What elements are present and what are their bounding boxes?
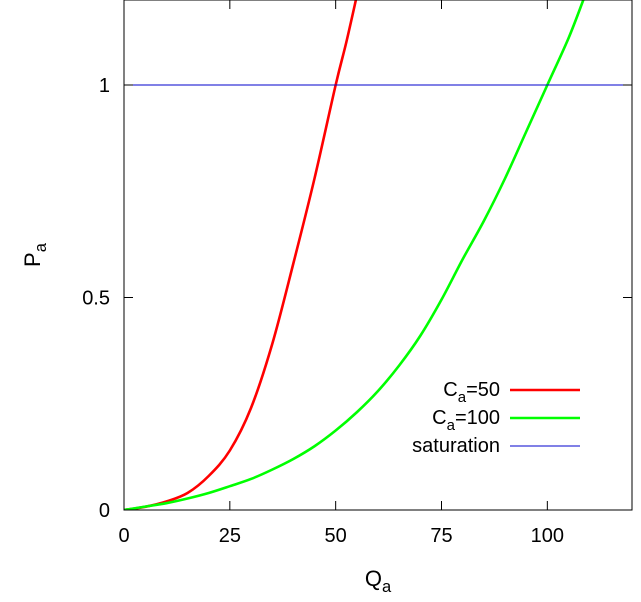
legend-label-0-sub: a [458,389,467,406]
plot-frame [123,0,633,511]
x-axis-label-main: Q [365,566,382,591]
legend-label-1-suffix: =100 [455,407,500,429]
series-layer [124,0,632,510]
legend-label-2: saturation [412,435,500,457]
legend-label-0-main: C [443,379,457,401]
x-tick-label-4: 100 [531,525,564,547]
y-tick-label-2: 1 [99,75,110,97]
legend-label-1-main: C [432,407,446,429]
y-axis-label-sub: a [32,242,50,252]
y-axis-label: Pa [20,242,50,267]
y-tick-label-1: 0.5 [82,288,110,310]
series-line-1 [124,0,585,510]
series-line-0 [124,0,358,510]
x-axis-label-sub: a [382,578,392,596]
y-tick-label-0: 0 [99,500,110,522]
legend-label-0-suffix: =50 [466,379,500,401]
legend-label-1: Ca=100 [432,407,500,434]
y-axis-label-main: P [20,252,45,267]
legend-label-0: Ca=50 [443,379,500,406]
legend-label-1-sub: a [447,417,456,434]
x-tick-label-2: 50 [325,525,347,547]
legend-label-2-main: saturation [412,435,500,457]
x-axis-label: Qa [365,566,392,596]
x-tick-label-3: 75 [430,525,452,547]
x-tick-label-0: 0 [118,525,129,547]
x-tick-label-1: 25 [219,525,241,547]
